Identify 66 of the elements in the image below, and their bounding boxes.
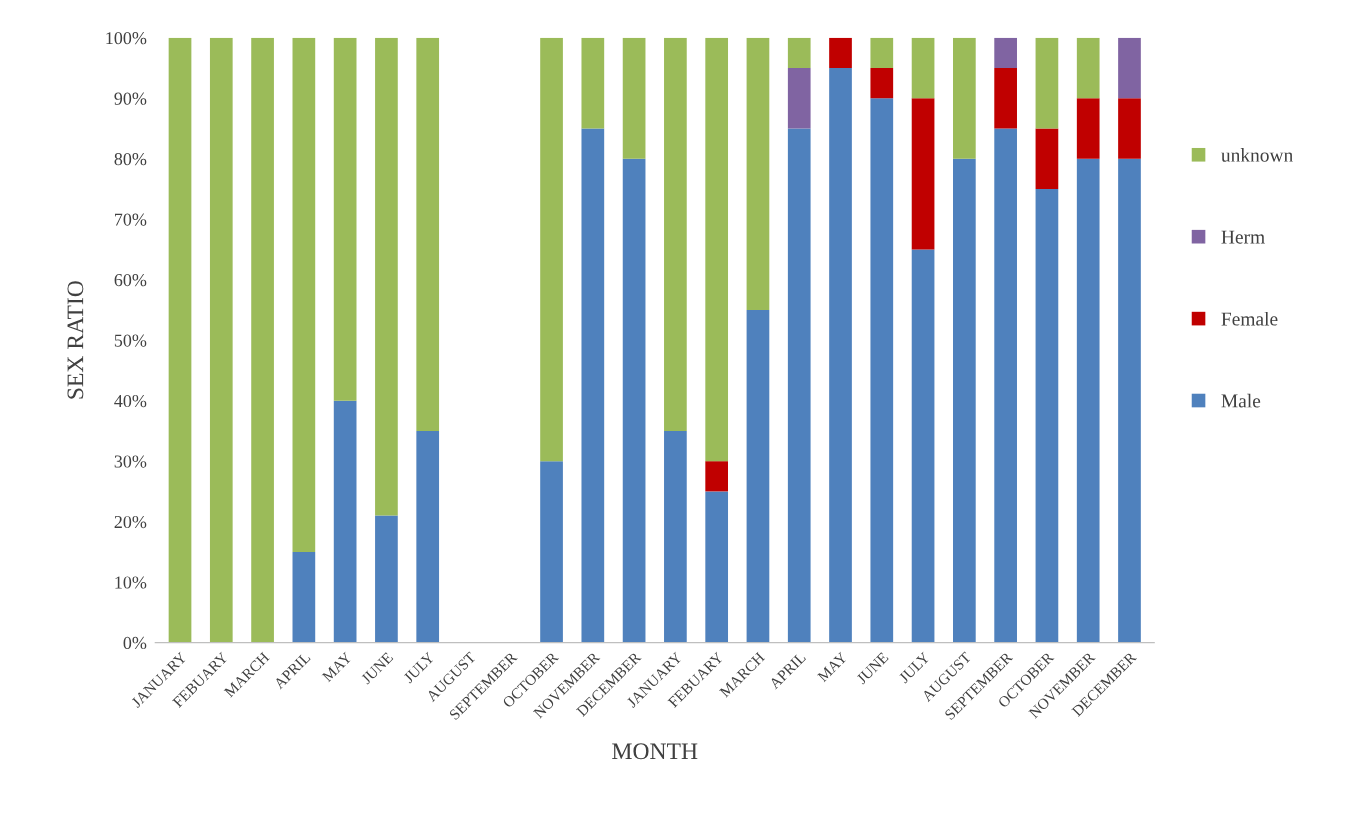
bar: [705, 491, 729, 643]
y-tick-label: 70%: [115, 213, 147, 226]
bar: [994, 128, 1017, 643]
bar: [787, 128, 811, 643]
legend-label: Herm: [1221, 230, 1265, 244]
bar: [870, 68, 894, 99]
y-axis-title: SEX RATIO: [67, 281, 84, 399]
bar: [1118, 37, 1141, 99]
bar: [581, 37, 605, 129]
bar: [292, 551, 316, 643]
bar: [622, 158, 646, 643]
y-tick-label: 10%: [115, 576, 147, 589]
bar: [953, 158, 976, 643]
bar: [1118, 98, 1141, 159]
bar: [333, 400, 357, 643]
bar: [994, 37, 1017, 69]
bar: [1076, 98, 1100, 159]
y-tick-label: 100%: [106, 32, 147, 45]
y-tick-label: 40%: [114, 394, 147, 408]
bar: [870, 37, 894, 69]
legend-label: Female: [1221, 311, 1278, 326]
bar: [705, 461, 729, 492]
bar: [870, 98, 894, 643]
bar: [787, 68, 811, 129]
bar: [1118, 158, 1141, 643]
legend-label: unknown: [1221, 148, 1293, 162]
bar: [581, 128, 605, 643]
bar: [953, 37, 976, 159]
bar: [705, 37, 729, 462]
y-tick-label: 80%: [114, 153, 147, 166]
bar: [1076, 37, 1100, 99]
bar: [787, 37, 811, 69]
y-tick-label: 30%: [114, 455, 147, 468]
y-tick-label: 60%: [114, 273, 147, 287]
y-tick-label: 0%: [123, 636, 147, 650]
bar: [746, 37, 770, 310]
bar: [664, 37, 687, 431]
bar: [746, 309, 770, 643]
bar: [416, 37, 440, 431]
bar: [416, 430, 440, 643]
bar: [622, 37, 646, 159]
bar: [664, 430, 687, 643]
y-tick-label: 50%: [114, 334, 147, 347]
bar: [209, 37, 233, 643]
bar: [829, 68, 852, 643]
y-tick-label: 90%: [114, 92, 147, 105]
bar: [994, 68, 1017, 129]
bar: [375, 37, 398, 516]
bar: [251, 37, 274, 643]
bar: [911, 249, 935, 643]
bar: [911, 98, 935, 250]
x-axis-title: MONTH: [612, 743, 698, 760]
bar: [1035, 189, 1059, 643]
bar: [829, 37, 852, 69]
bar: [292, 37, 316, 552]
bar: [1035, 37, 1059, 129]
legend-label: Male: [1221, 393, 1261, 408]
bar: [1076, 158, 1100, 643]
bar: [540, 37, 563, 462]
bar: [911, 37, 935, 99]
bar: [540, 461, 563, 643]
bar: [333, 37, 357, 401]
bar: [1035, 128, 1059, 189]
bar: [168, 37, 192, 643]
y-tick-label: 20%: [114, 515, 147, 529]
bar: [375, 515, 398, 643]
